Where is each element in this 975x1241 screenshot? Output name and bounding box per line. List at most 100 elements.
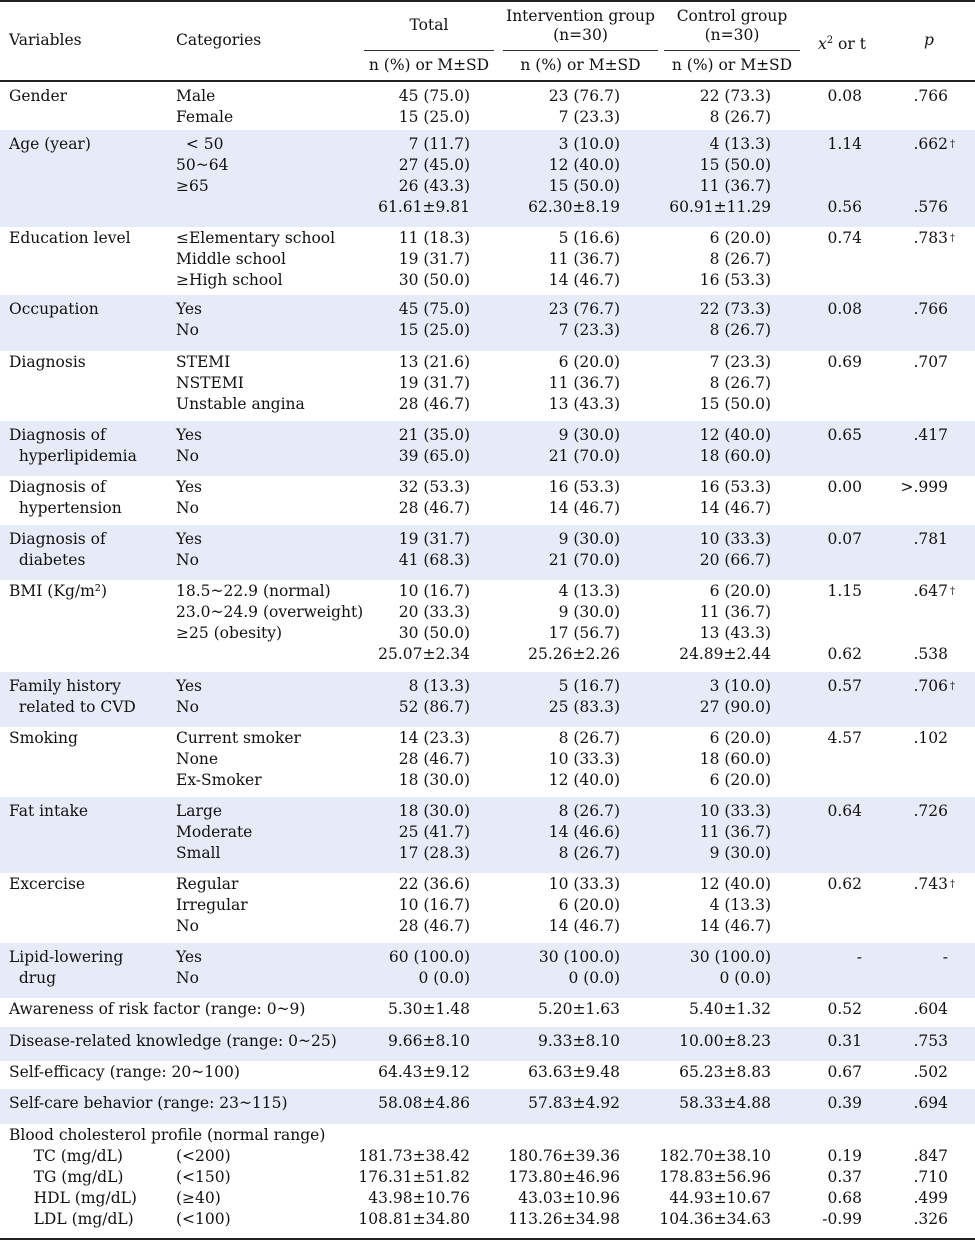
cell-categories: Irregular [176,896,248,914]
cell-control: 14 (46.7) [699,917,771,935]
cell-control: 6 (20.0) [709,729,771,747]
cell-p: .726 [913,802,948,820]
cell-categories: None [176,750,219,768]
cell-variable: TG (mg/dL) [9,1168,124,1186]
cell-intervention: 30 (100.0) [538,948,620,966]
header-control: Control group [676,7,788,25]
cell-total: 41 (68.3) [398,551,470,569]
cell-variable: Gender [9,87,68,105]
cell-intervention: 17 (56.7) [548,624,620,642]
cell-intervention: 7 (23.3) [558,321,620,339]
cell-control: 58.33±4.88 [679,1094,771,1112]
cell-categories: No [176,917,199,935]
cell-control: 24.89±2.44 [679,645,771,663]
cell-intervention: 25 (83.3) [548,698,620,716]
cell-control: 18 (60.0) [699,750,771,768]
cell-categories: Yes [176,426,203,444]
cell-categories: Yes [176,677,203,695]
cell-control: 6 (20.0) [709,582,771,600]
cell-categories: Yes [176,300,203,318]
cell-total: 61.61±9.81 [378,198,470,216]
cell-stat: 1.14 [827,135,862,153]
row-shading [0,672,975,727]
cell-control: 16 (53.3) [699,271,771,289]
cell-control: 22 (73.3) [699,87,771,105]
header-intervention: Intervention group [506,7,655,25]
cell-control: 12 (40.0) [699,875,771,893]
cell-total: 14 (23.3) [398,729,470,747]
row-shading [0,1089,975,1124]
cell-p: .604 [913,1000,948,1018]
cell-categories: Small [176,844,221,862]
cell-variable: Family history [9,677,121,695]
cell-intervention: 21 (70.0) [548,447,620,465]
cell-intervention: 6 (20.0) [558,353,620,371]
table-bottom-rule [0,1238,975,1240]
cell-total: 10 (16.7) [398,896,470,914]
cell-total: 176.31±51.82 [358,1168,470,1186]
cell-categories: Large [176,802,223,820]
cell-control: 22 (73.3) [699,300,771,318]
cell-total: 60 (100.0) [388,948,470,966]
cell-p: .766 [913,300,948,318]
cell-variable: diabetes [9,551,86,569]
cell-variable: Awareness of risk factor (range: 0~9) [9,1000,306,1018]
cell-control: 11 (36.7) [699,603,771,621]
cell-control: 10 (33.3) [699,530,771,548]
cell-p: .847 [913,1147,948,1165]
cell-control: 7 (23.3) [709,353,771,371]
cell-total: 64.43±9.12 [378,1063,470,1081]
cell-categories: 18.5~22.9 (normal) [176,582,331,600]
cell-categories: No [176,698,199,716]
cell-intervention: 9 (30.0) [558,603,620,621]
cell-stat: 0.65 [827,426,862,444]
header-control-n: (n=30) [704,26,760,44]
cell-control: 6 (20.0) [709,771,771,789]
cell-control: 65.23±8.83 [679,1063,771,1081]
cell-categories: No [176,447,199,465]
header-stat: x2 or t [818,35,866,54]
cell-intervention: 5 (16.6) [558,229,620,247]
cell-variable: Lipid-lowering [9,948,124,966]
cell-variable: Disease-related knowledge (range: 0~25) [9,1032,337,1050]
row-shading [0,421,975,476]
cell-total: 27 (45.0) [398,156,470,174]
cell-intervention: 3 (10.0) [558,135,620,153]
cell-total: 19 (31.7) [398,250,470,268]
cell-stat: 0.31 [827,1032,862,1050]
cell-intervention: 62.30±8.19 [528,198,620,216]
table-top-rule [0,0,975,2]
cell-total: 15 (25.0) [398,321,470,339]
cell-total: 28 (46.7) [398,395,470,413]
cell-stat: 0.52 [827,1000,862,1018]
cell-categories: Yes [176,478,203,496]
row-shading [0,130,975,227]
cell-control: 8 (26.7) [709,108,771,126]
cell-p: .781 [913,530,948,548]
cell-intervention: 10 (33.3) [548,875,620,893]
cell-control: 4 (13.3) [709,135,771,153]
cell-control: 15 (50.0) [699,395,771,413]
cell-p: .753 [913,1032,948,1050]
cell-stat: 0.00 [827,478,862,496]
cell-p: - [942,948,948,966]
cell-intervention: 8 (26.7) [558,802,620,820]
cell-variable: Age (year) [9,135,91,153]
cell-total: 5.30±1.48 [387,1000,470,1018]
cell-p: .326 [913,1210,948,1228]
cell-control: 9 (30.0) [709,844,771,862]
cell-intervention: 6 (20.0) [558,896,620,914]
cell-stat: 0.39 [827,1094,862,1112]
row-shading [0,295,975,351]
cell-p: .662 † [913,135,955,153]
cell-total: 52 (86.7) [398,698,470,716]
cell-p: .783 † [913,229,955,247]
cell-p: .538 [913,645,948,663]
header-intervention-rule [503,50,658,51]
cell-variable: TC (mg/dL) [9,1147,123,1165]
cell-intervention: 173.80±46.96 [508,1168,620,1186]
cell-total: 30 (50.0) [398,624,470,642]
header-intervention-n: (n=30) [553,26,608,44]
cell-p: .417 [913,426,948,444]
